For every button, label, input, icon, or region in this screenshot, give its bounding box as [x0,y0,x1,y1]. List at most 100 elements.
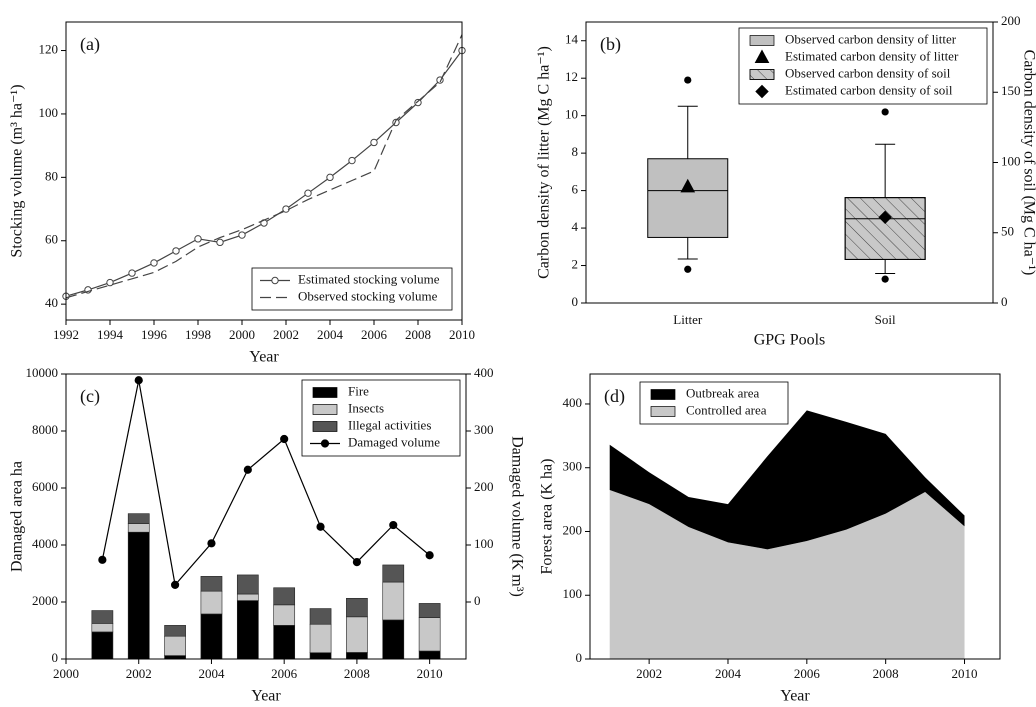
x-tick-label: 2002 [273,327,299,342]
bar-segment [164,635,186,656]
bar-segment [127,523,150,533]
y2-tick-label: 200 [1001,13,1021,28]
x-category-label: Soil [875,312,896,327]
marker [106,278,114,287]
legend-label: Damaged volume [348,434,440,449]
x-tick-label: 2010 [417,666,443,681]
y-axis-label: Stocking volume (m³ ha⁻¹) [9,84,26,257]
x-tick-label: 2002 [636,666,662,681]
y-tick-label: 0 [576,650,583,665]
x-tick-label: 2006 [361,327,388,342]
x-category-label: Litter [673,312,703,327]
outlier [684,265,692,273]
legend-label: Estimated stocking volume [298,271,440,286]
bar-segment [418,650,441,660]
legend-marker [320,439,330,448]
plot-frame [589,373,1001,660]
y-tick-label: 400 [563,395,583,410]
marker [207,539,216,548]
marker [194,235,202,243]
x-tick-label: 1996 [141,327,168,342]
y-tick-label: 14 [565,32,579,47]
bar-segment [200,590,223,615]
bar-segment [200,613,223,660]
x-axis-label: Year [251,688,281,705]
legend-label: Illegal activities [348,417,431,432]
legend-box [639,381,789,425]
legend-box [738,27,988,105]
y2-axis-label: Carbon density of soil (Mg C ha⁻¹) [1020,50,1036,276]
y2-tick-label: 100 [1001,153,1021,168]
x-tick-label: 2008 [344,666,370,681]
data-line [101,380,431,587]
legend-swatch [312,404,338,415]
y-tick-label: 100 [563,586,583,601]
bar-segment [236,574,259,595]
y-tick-label: 10 [565,107,578,122]
marker [326,173,334,182]
x-axis-label: Year [249,349,279,366]
x-tick-label: 2000 [53,666,79,681]
y-tick-label: 4000 [32,536,58,551]
y2-tick-label: 50 [1001,224,1014,239]
y2-tick-label: 200 [474,479,494,494]
y2-tick-label: 100 [474,536,494,551]
bar-segment [346,652,368,660]
legend-label: Estimated carbon density of soil [785,82,953,97]
legend-label: Fire [348,383,369,398]
plot-frame [65,373,467,660]
marker [414,98,422,107]
y2-tick-label: 0 [474,593,481,608]
x-tick-label: 1992 [53,327,79,342]
x-tick-label: 2002 [126,666,152,681]
y-tick-label: 120 [39,42,59,57]
bar-segment [382,619,405,660]
x-tick-label: 2004 [198,666,225,681]
y-tick-label: 80 [45,168,58,183]
y-tick-label: 6 [572,182,579,197]
y-tick-label: 60 [45,232,58,247]
marker [134,376,143,385]
x-tick-label: 2006 [271,666,298,681]
y-axis-label: Forest area (K ha) [539,459,556,575]
y-tick-label: 200 [563,522,583,537]
legend-swatch [650,406,676,417]
y-tick-label: 4 [572,219,579,234]
legend-marker [271,276,279,285]
bar-segment [236,600,259,660]
bar-segment [382,564,405,583]
y-tick-label: 12 [565,69,578,84]
area-layer [609,490,965,659]
y-tick-label: 100 [39,105,59,120]
marker [170,580,180,590]
y2-tick-label: 0 [1001,294,1008,309]
y-axis-label: Carbon density of litter (Mg C ha⁻¹) [536,46,553,279]
marker [680,178,696,193]
x-tick-label: 2006 [794,666,821,681]
bar-segment [273,604,296,626]
y-tick-label: 300 [563,459,583,474]
x-axis-label: GPG Pools [754,332,826,349]
y-tick-label: 0 [572,294,579,309]
x-tick-label: 2004 [317,327,344,342]
bar-segment [309,652,332,660]
y-tick-label: 40 [45,295,58,310]
y-tick-label: 8 [572,144,579,159]
marker [98,555,107,564]
bar-segment [91,623,114,633]
plot-frame [65,21,463,321]
y2-tick-label: 300 [474,422,494,437]
legend-box [251,267,453,311]
marker [878,210,892,225]
bar-segment [200,576,223,592]
bar-segment [164,625,186,637]
y2-tick-label: 400 [474,365,494,380]
y2-tick-label: 150 [1001,83,1021,98]
panel-label: (b) [600,34,621,55]
marker [370,138,378,147]
marker [348,156,356,165]
y-tick-label: 2 [572,257,579,272]
marker [243,465,252,474]
